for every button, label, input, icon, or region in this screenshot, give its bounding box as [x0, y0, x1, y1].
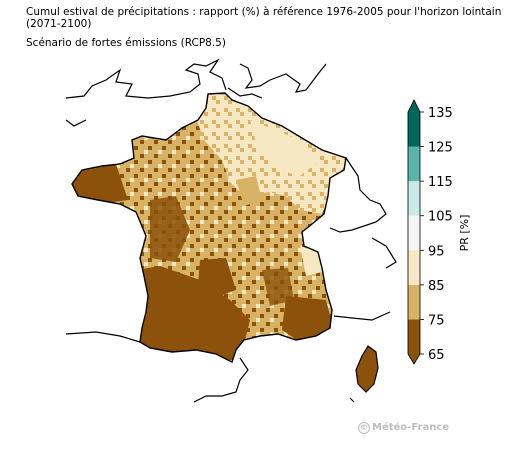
uk-coast	[65, 58, 227, 99]
colorbar-segment	[408, 146, 420, 182]
colorbar-segment	[408, 181, 420, 216]
page-subtitle: Scénario de fortes émissions (RCP8.5)	[26, 37, 226, 49]
colorbar-segment	[408, 319, 420, 364]
sardinia-coast	[349, 397, 355, 403]
colorbar-tick-label: 105	[428, 210, 453, 225]
benelux-coast	[227, 87, 263, 99]
colorbar-tick-label: 95	[428, 244, 445, 259]
credit: © Météo-France	[358, 422, 449, 434]
italy-coast	[333, 311, 391, 321]
colorbar-segment	[408, 100, 420, 147]
alps-border	[371, 237, 397, 269]
germany-border	[329, 157, 387, 233]
colorbar-tick-label: 115	[428, 175, 453, 190]
colorbar-label: PR [%]	[458, 215, 471, 252]
page-title: Cumul estival de précipitations : rappor…	[26, 6, 502, 30]
spain-east-coast	[193, 357, 249, 403]
colorbar: 65 75 85 95 105 115 125 135	[407, 99, 453, 365]
colorbar-segment	[408, 250, 420, 285]
colorbar-tick-label: 135	[428, 106, 453, 121]
colorbar-segment	[408, 215, 420, 251]
spain-north-coast	[65, 331, 141, 343]
colorbar-segment	[408, 284, 420, 320]
colorbar-tick-label: 75	[428, 313, 445, 328]
colorbar-tick-label: 85	[428, 279, 445, 294]
uk-coast-west	[65, 119, 87, 127]
coastlines	[65, 58, 397, 403]
corsica	[355, 345, 379, 393]
north-sea-coast	[239, 63, 327, 93]
france-outline	[71, 92, 347, 363]
copyright-icon: ©	[358, 422, 370, 434]
colorbar-tick-label: 125	[428, 141, 453, 156]
precipitation-field	[72, 93, 346, 362]
colorbar-tick-label: 65	[428, 348, 445, 363]
credit-text: Météo-France	[372, 422, 450, 433]
